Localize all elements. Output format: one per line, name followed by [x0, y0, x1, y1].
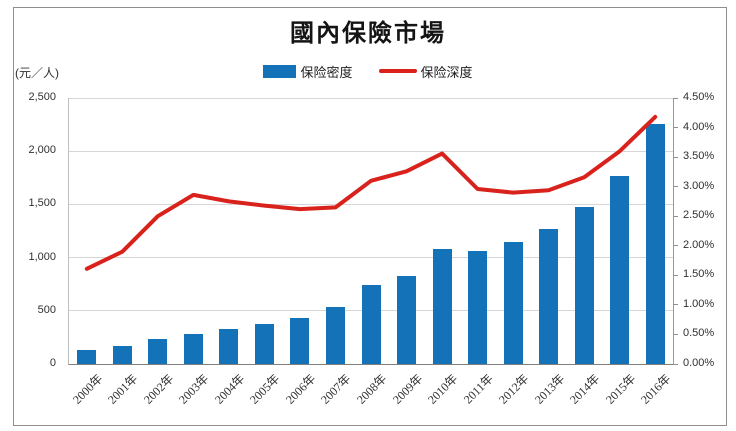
bar-2013年 — [539, 229, 559, 364]
bar-2000年 — [77, 350, 97, 364]
gridline — [69, 203, 673, 205]
left-axis-tick-label: 2,500 — [28, 91, 56, 103]
bar-2014年 — [574, 206, 594, 364]
bar-2011年 — [468, 250, 488, 364]
right-axis-tick-label: 0.50% — [683, 327, 715, 340]
gridline — [69, 257, 673, 259]
left-axis-tick-label: 1,500 — [28, 197, 56, 210]
right-axis-tick-label: 3.50% — [683, 150, 715, 163]
line-swatch-icon — [378, 69, 417, 73]
right-axis-tick-label: 2.50% — [683, 209, 715, 222]
gridline — [69, 150, 673, 152]
right-axis-tick-label: 4.50% — [683, 91, 715, 103]
left-axis-tick-label: 2,000 — [28, 144, 56, 157]
right-axis-tick-mark — [673, 333, 678, 335]
right-axis-tick-mark — [673, 156, 678, 158]
bar-2016年 — [645, 123, 665, 364]
legend-label-depth: 保险深度 — [420, 64, 473, 80]
depth-line — [84, 114, 658, 271]
bar-2008年 — [361, 285, 381, 364]
right-axis-tick-label: 0.00% — [683, 357, 715, 369]
bar-2012年 — [503, 242, 523, 364]
bar-2002年 — [148, 338, 168, 364]
right-axis-tick-mark — [673, 97, 678, 99]
right-axis-tick-label: 3.00% — [683, 179, 715, 192]
chart-title: 國內保險市場 — [290, 21, 446, 47]
bar-2001年 — [112, 346, 132, 364]
legend-item-density: 保险密度 — [263, 62, 353, 81]
legend: 保险密度 保险深度 — [0, 61, 736, 81]
right-axis-tick-mark — [673, 363, 678, 365]
bar-2005年 — [254, 323, 274, 364]
right-axis-tick-mark — [673, 127, 678, 129]
right-axis-tick-label: 1.50% — [683, 268, 715, 281]
left-axis-tick-label: 0 — [49, 357, 56, 369]
bar-swatch-icon — [263, 64, 297, 78]
depth-line-svg — [84, 114, 658, 271]
plot-area — [68, 97, 678, 365]
legend-label-density: 保险密度 — [300, 64, 353, 80]
right-axis-tick-mark — [673, 304, 678, 306]
bar-2010年 — [432, 248, 452, 364]
right-axis-tick-mark — [673, 245, 678, 247]
right-axis-tick-label: 4.00% — [683, 120, 715, 133]
right-axis-tick-label: 1.00% — [683, 297, 715, 310]
bar-2007年 — [325, 307, 345, 364]
left-axis-tick-label: 500 — [37, 303, 56, 316]
bar-2004年 — [219, 328, 239, 364]
right-axis-tick-mark — [673, 274, 678, 276]
bar-2015年 — [610, 176, 630, 364]
bar-2006年 — [290, 318, 310, 364]
bar-2003年 — [183, 333, 203, 364]
left-axis-unit-label: (元／人) — [15, 66, 59, 80]
bar-2009年 — [397, 275, 417, 364]
right-axis-tick-label: 2.00% — [683, 238, 715, 251]
right-axis-tick-mark — [673, 186, 678, 188]
left-axis-tick-label: 1,000 — [28, 250, 56, 263]
legend-item-depth: 保险深度 — [378, 62, 473, 81]
right-axis-tick-mark — [673, 215, 678, 217]
gridline — [69, 97, 673, 99]
